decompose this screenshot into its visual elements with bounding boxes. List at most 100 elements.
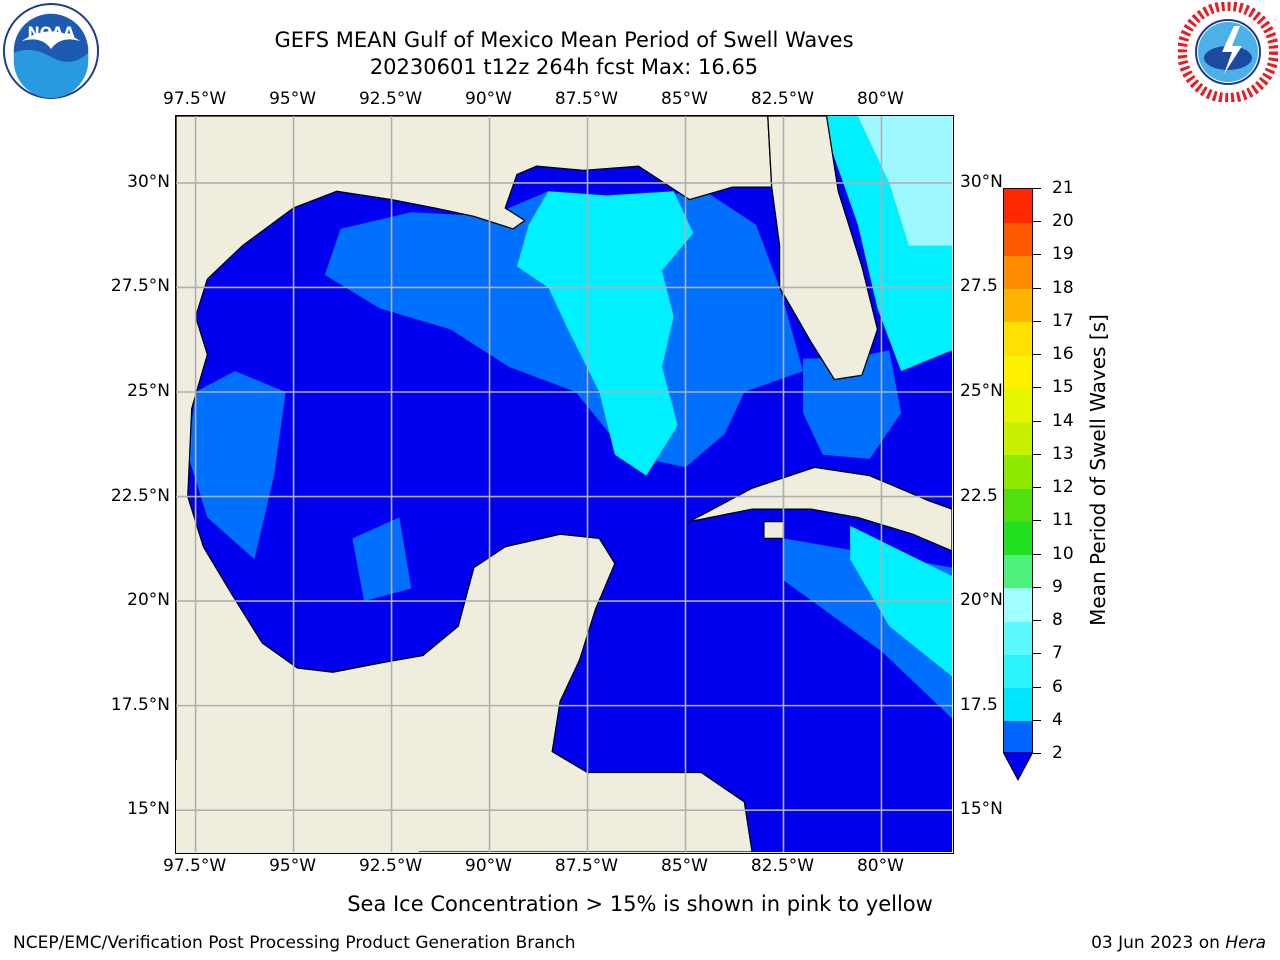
colorbar-segment: [1004, 488, 1032, 522]
lat-tick-left: 30°N: [127, 171, 170, 192]
colorbar-tick-label: 9: [1052, 576, 1063, 597]
land-mask: [176, 116, 953, 853]
colorbar-tick-mark: [1033, 586, 1041, 588]
colorbar-tick-label: 14: [1052, 410, 1074, 431]
svg-text:NOAA: NOAA: [27, 24, 75, 41]
lon-tick-bottom: 90°W: [465, 856, 513, 876]
colorbar-tick-label: 17: [1052, 310, 1074, 331]
lon-tick-bottom: 85°W: [661, 856, 708, 876]
land-pacific-coast-patch: [176, 760, 419, 852]
colorbar-segment: [1004, 288, 1032, 323]
lat-tick-right: 27.5: [960, 276, 998, 297]
colorbar-segment: [1004, 388, 1032, 423]
light-swell-region-gulf: [517, 191, 694, 476]
colorbar-under-arrow: [1003, 752, 1033, 782]
lon-tick-top: 92.5°W: [358, 89, 423, 109]
land-florida: [767, 116, 879, 381]
colorbar-tick-mark: [1033, 553, 1041, 555]
colorbar-segment: [1004, 222, 1032, 256]
colorbar-tick-mark: [1033, 221, 1041, 223]
lat-tick-left: 27.5°N: [110, 276, 170, 297]
colorbar-tick-label: 19: [1052, 244, 1074, 265]
colorbar-tick-mark: [1033, 719, 1041, 721]
footer-machine: Hera: [1225, 933, 1266, 953]
lat-tick-right: 25°N: [960, 381, 1003, 401]
colorbar-tick-mark: [1033, 354, 1041, 356]
colorbar-tick-mark: [1033, 254, 1041, 256]
colorbar-tick-label: 15: [1052, 377, 1074, 398]
colorbar-tick-mark: [1033, 453, 1041, 455]
lon-tick-bottom: 87.5°W: [554, 856, 619, 876]
colorbar-tick-mark: [1033, 753, 1041, 754]
colorbar-tick-label: 6: [1052, 676, 1063, 697]
lon-tick-top: 80°W: [856, 89, 904, 109]
colorbar-tick-label: 8: [1052, 610, 1063, 631]
colorbar-tick-mark: [1033, 287, 1041, 289]
colorbar-segment: [1004, 189, 1032, 223]
colorbar-segment: [1004, 720, 1032, 755]
colorbar-segment: [1004, 554, 1032, 589]
lat-tick-right: 22.5: [960, 485, 998, 506]
colorbar-tick-mark: [1033, 420, 1041, 422]
lon-tick-top: 85°W: [661, 89, 708, 109]
lon-tick-top: 95°W: [269, 89, 317, 109]
nws-logo: [1178, 2, 1278, 102]
lon-tick-top: 82.5°W: [750, 89, 815, 109]
lat-tick-left: 15°N: [127, 799, 170, 820]
lat-tick-right: 17.5: [960, 694, 998, 715]
colorbar-tick-label: 13: [1052, 443, 1074, 464]
lat-tick-right: 30°N: [960, 171, 1003, 192]
lon-tick-bottom: 92.5°W: [358, 856, 423, 876]
colorbar-tick-label: 21: [1052, 178, 1074, 198]
footer-credit: NCEP/EMC/Verification Post Processing Pr…: [13, 933, 576, 953]
graticule: [176, 116, 952, 852]
colorbar-segment: [1004, 621, 1032, 655]
lon-tick-bottom: 97.5°W: [163, 856, 227, 876]
lon-tick-top: 97.5°W: [163, 89, 227, 109]
map-canvas: [176, 116, 953, 853]
colorbar-tick-mark: [1033, 653, 1041, 655]
colorbar-tick-label: 18: [1052, 277, 1074, 298]
lon-tick-bottom: 95°W: [269, 856, 317, 876]
colorbar-segment: [1004, 521, 1032, 556]
colorbar-tick-mark: [1033, 520, 1041, 522]
colorbar-segment: [1004, 587, 1032, 622]
footer-date: 03 Jun 2023 on Hera: [1091, 933, 1266, 953]
colorbar-tick-mark: [1033, 620, 1041, 622]
mid-swell-region-gulf: [324, 191, 804, 468]
mid-swell-region-straits: [803, 350, 902, 459]
colorbar-tick-mark: [1033, 487, 1041, 489]
colorbar-segment: [1004, 687, 1032, 722]
lat-tick-right: 20°N: [960, 590, 1003, 611]
colorbar-segment: [1004, 421, 1032, 456]
colorbar-tick-label: 4: [1052, 709, 1063, 730]
colorbar-tick-mark: [1033, 387, 1041, 389]
colorbar-tick-label: 2: [1052, 743, 1063, 763]
lat-tick-left: 25°N: [127, 381, 170, 401]
lat-tick-left: 22.5°N: [110, 485, 170, 506]
mid-swell-region-bay: [352, 517, 412, 602]
noaa-logo: NOAA: [2, 2, 100, 100]
colorbar-tick-mark: [1033, 686, 1041, 688]
colorbar-tick-label: 10: [1052, 543, 1074, 564]
lat-tick-left: 17.5°N: [110, 694, 170, 715]
colorbar-tick-label: 11: [1052, 510, 1074, 531]
colorbar-segment: [1004, 654, 1032, 689]
sea-ice-note: Sea Ice Concentration > 15% is shown in …: [347, 892, 933, 916]
colorbar-segment: [1004, 255, 1032, 290]
lon-tick-top: 90°W: [465, 89, 513, 109]
colorbar-tick-label: 7: [1052, 643, 1063, 664]
mid-swell-region-west: [187, 371, 286, 560]
colorbar-segment: [1004, 454, 1032, 489]
map-subtitle-forecast: 20230601 t12z 264h fcst Max: 16.65: [369, 55, 759, 79]
lon-tick-top: 87.5°W: [554, 89, 619, 109]
colorbar-tick-label: 16: [1052, 344, 1074, 365]
lat-tick-left: 20°N: [127, 590, 170, 611]
colorbar-label: Mean Period of Swell Waves [s]: [1086, 314, 1110, 626]
lon-tick-bottom: 80°W: [856, 856, 904, 876]
colorbar-segment: [1004, 355, 1032, 389]
colorbar-tick-mark: [1033, 188, 1041, 189]
forecast-map: [175, 115, 954, 854]
map-title: GEFS MEAN Gulf of Mexico Mean Period of …: [274, 28, 854, 52]
colorbar-tick-label: 20: [1052, 211, 1074, 232]
